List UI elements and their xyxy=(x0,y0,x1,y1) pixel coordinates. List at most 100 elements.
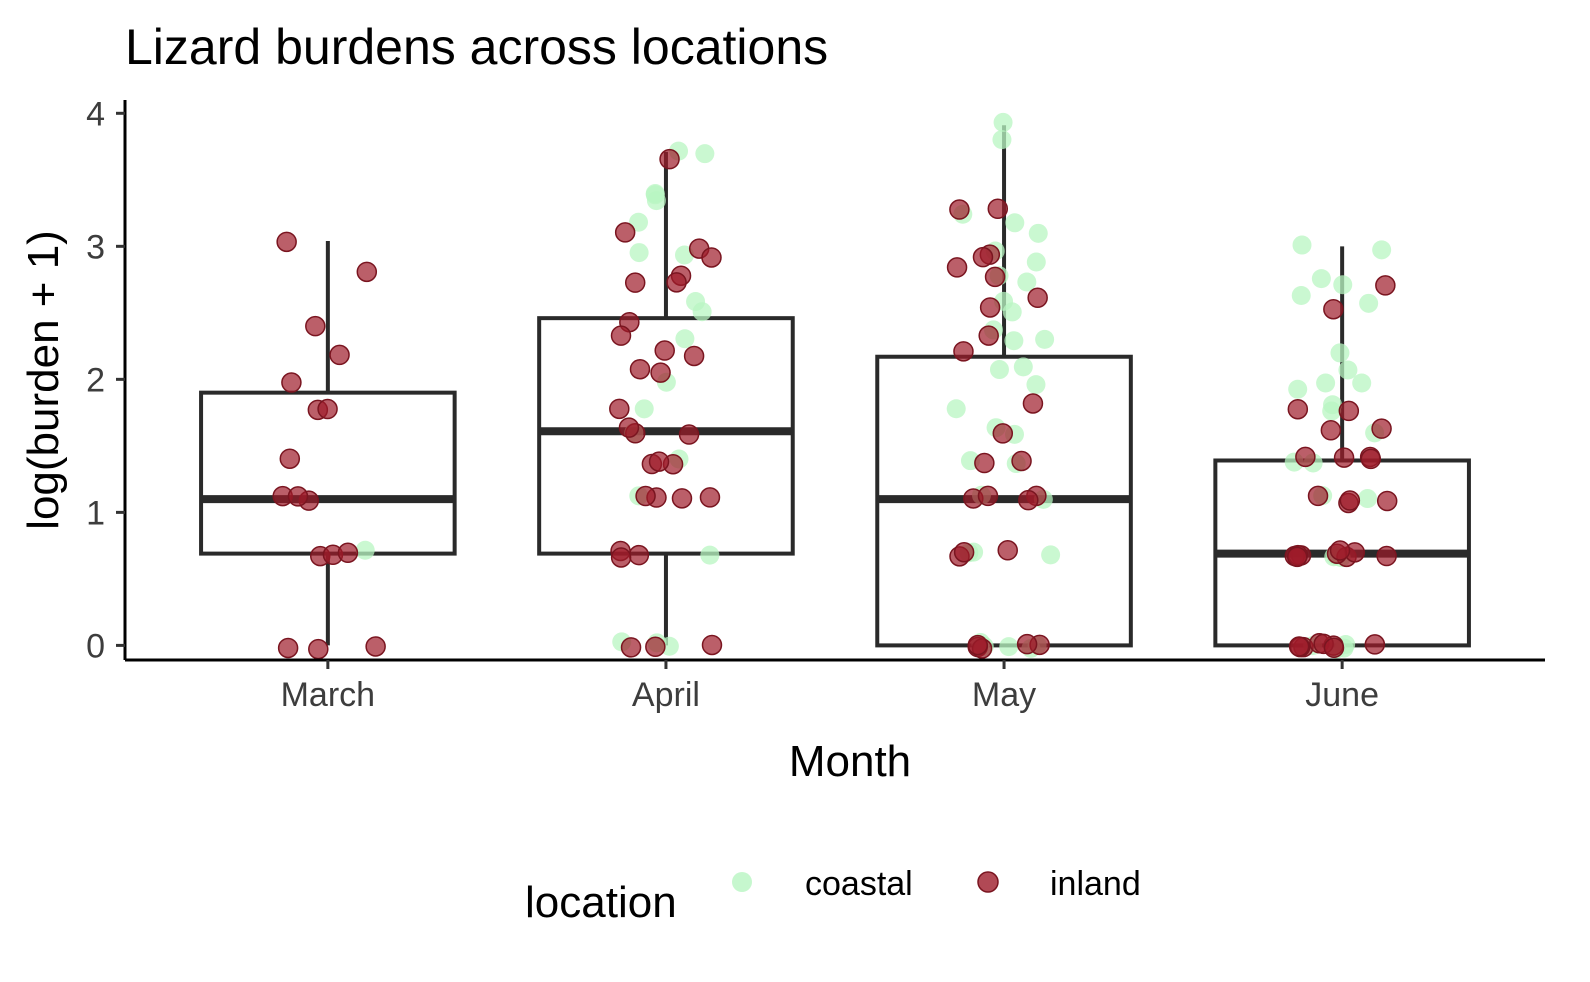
point-inland xyxy=(281,372,302,393)
x-tick-label: April xyxy=(632,676,700,714)
point-coastal xyxy=(1330,343,1350,363)
point-inland xyxy=(629,358,651,380)
point-coastal xyxy=(1028,223,1048,243)
point-coastal xyxy=(1288,379,1308,399)
point-inland xyxy=(654,340,675,361)
point-inland xyxy=(666,272,687,293)
point-inland xyxy=(953,541,975,563)
point-inland xyxy=(317,398,338,420)
legend-label: inland xyxy=(1050,865,1141,903)
point-inland xyxy=(1016,633,1038,655)
point-coastal xyxy=(1041,545,1061,565)
point-inland xyxy=(1339,490,1361,511)
point-inland xyxy=(683,345,705,367)
point-inland xyxy=(1323,298,1344,320)
point-inland xyxy=(624,272,646,293)
point-inland xyxy=(1295,446,1316,468)
point-inland xyxy=(701,247,722,268)
point-inland xyxy=(648,451,670,472)
point-inland xyxy=(974,452,995,474)
point-coastal xyxy=(999,637,1019,657)
point-inland xyxy=(628,544,650,566)
points-layer xyxy=(272,112,1398,660)
point-inland xyxy=(1360,448,1382,470)
axes-layer: 0 1 2 3 4 March April May June xyxy=(86,95,1545,714)
point-inland xyxy=(979,297,1001,318)
point-inland xyxy=(614,222,636,243)
point-inland xyxy=(949,199,970,220)
y-tick-label: 4 xyxy=(86,95,105,133)
point-inland xyxy=(609,398,630,420)
point-inland xyxy=(1307,485,1329,507)
point-inland xyxy=(946,257,968,278)
point-inland xyxy=(1286,546,1308,568)
y-axis-title: log(burden + 1) xyxy=(19,230,68,530)
point-inland xyxy=(356,261,378,283)
point-coastal xyxy=(700,545,720,565)
point-inland xyxy=(1011,450,1032,472)
point-inland xyxy=(305,315,326,337)
box-march xyxy=(199,241,457,646)
point-inland xyxy=(659,148,680,170)
point-inland xyxy=(1364,634,1386,655)
point-coastal xyxy=(1372,240,1392,260)
point-coastal xyxy=(1292,235,1312,255)
point-coastal xyxy=(1002,302,1022,322)
point-inland xyxy=(308,638,329,660)
point-inland xyxy=(365,636,386,657)
point-inland xyxy=(1376,545,1397,567)
point-coastal xyxy=(1026,375,1046,395)
point-inland xyxy=(978,325,999,346)
box-iqr xyxy=(537,316,795,556)
point-inland xyxy=(1376,490,1398,512)
point-coastal xyxy=(1358,489,1378,509)
point-inland xyxy=(953,341,974,362)
point-coastal xyxy=(1017,272,1037,292)
point-coastal xyxy=(629,243,649,263)
point-inland xyxy=(277,637,299,659)
point-coastal xyxy=(1322,401,1342,421)
x-axis-title: Month xyxy=(789,737,911,786)
point-coastal xyxy=(692,302,712,322)
point-inland xyxy=(1375,275,1396,296)
point-inland xyxy=(620,637,642,658)
point-coastal xyxy=(989,360,1009,380)
point-coastal xyxy=(1352,373,1372,393)
point-coastal xyxy=(1333,275,1353,295)
point-inland xyxy=(967,634,989,656)
point-inland xyxy=(610,325,632,346)
point-inland xyxy=(1288,636,1310,657)
point-inland xyxy=(678,424,700,445)
legend-item-inland: inland xyxy=(977,865,1141,903)
point-coastal xyxy=(992,130,1012,150)
point-inland xyxy=(337,542,359,564)
point-inland xyxy=(618,417,640,438)
point-inland xyxy=(610,547,632,568)
legend-key xyxy=(977,871,999,893)
x-tick-label: May xyxy=(972,676,1036,714)
point-inland xyxy=(977,485,999,507)
legend-key xyxy=(732,872,752,892)
legend-label: coastal xyxy=(805,865,913,903)
point-coastal xyxy=(1035,329,1055,349)
point-inland xyxy=(1323,637,1345,659)
point-coastal xyxy=(695,144,715,164)
x-tick-label: June xyxy=(1305,676,1379,714)
point-inland xyxy=(329,344,350,366)
point-coastal xyxy=(1291,285,1311,305)
box-iqr xyxy=(199,390,457,556)
point-coastal xyxy=(1311,269,1331,289)
point-coastal xyxy=(634,399,654,419)
box-april xyxy=(537,151,795,646)
point-inland xyxy=(987,198,1009,220)
legend-item-coastal: coastal xyxy=(732,865,913,903)
point-coastal xyxy=(1316,373,1336,393)
point-coastal xyxy=(1359,293,1379,313)
point-coastal xyxy=(646,191,666,211)
point-inland xyxy=(635,485,656,507)
point-inland xyxy=(1333,447,1355,468)
y-tick-label: 3 xyxy=(86,228,105,266)
point-inland xyxy=(1287,398,1309,420)
point-inland xyxy=(997,540,1018,561)
